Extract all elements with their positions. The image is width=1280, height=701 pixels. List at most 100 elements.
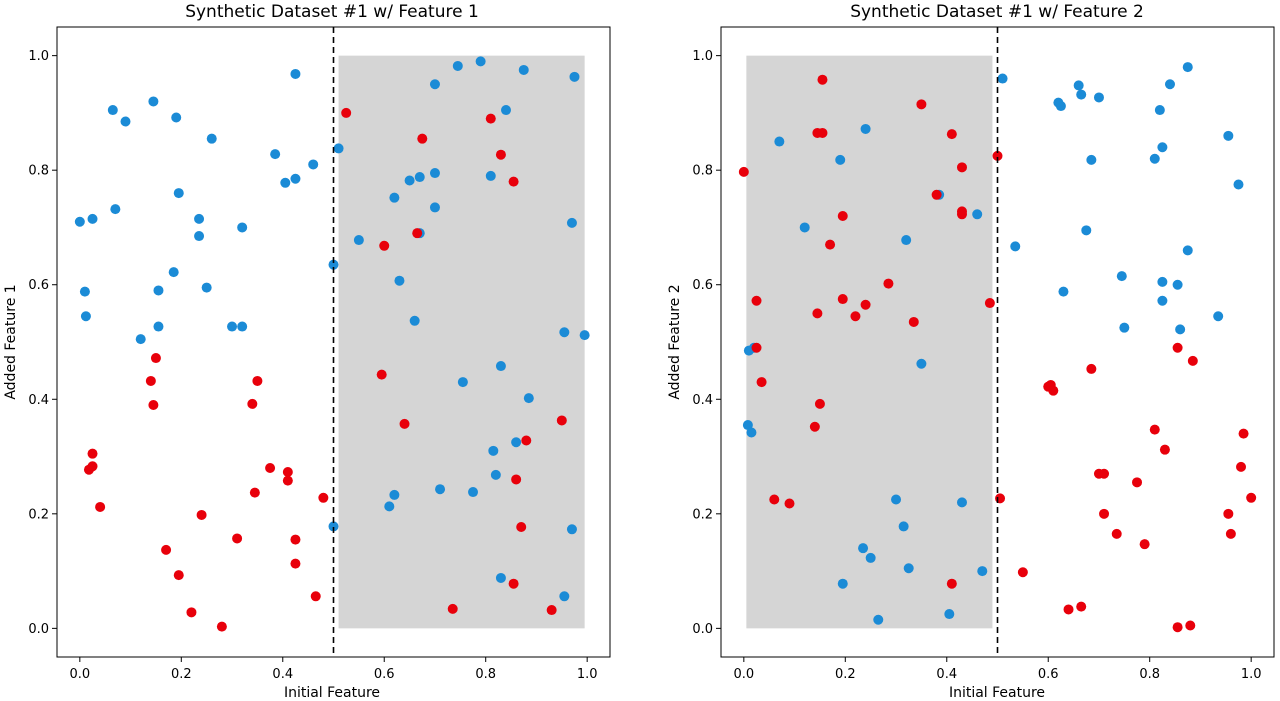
red-point bbox=[318, 492, 329, 503]
y-tick-label: 0.0 bbox=[28, 622, 49, 637]
x-tick-label: 0.0 bbox=[733, 667, 754, 682]
blue-point bbox=[860, 123, 871, 134]
blue-point bbox=[1172, 279, 1183, 290]
y-tick-label: 0.8 bbox=[28, 164, 49, 179]
blue-point bbox=[435, 484, 446, 495]
blue-point bbox=[858, 543, 869, 554]
blue-point bbox=[110, 204, 121, 215]
blue-point bbox=[997, 73, 1008, 84]
red-point bbox=[265, 463, 276, 473]
axes-frame-2 bbox=[720, 26, 1275, 658]
red-point bbox=[376, 369, 387, 380]
x-tick-label: 0.0 bbox=[69, 667, 90, 682]
x-ticks-1: 0.0 0.2 0.4 0.6 0.8 1.0 bbox=[69, 657, 598, 682]
blue-point bbox=[944, 609, 955, 620]
scatter-points-1 bbox=[74, 56, 590, 632]
blue-point bbox=[579, 330, 590, 341]
blue-point bbox=[1058, 286, 1069, 297]
red-point bbox=[150, 353, 161, 364]
blue-point bbox=[1119, 322, 1130, 333]
blue-point bbox=[523, 393, 534, 404]
blue-point bbox=[956, 497, 967, 508]
blue-point bbox=[414, 172, 425, 183]
blue-point bbox=[194, 213, 205, 224]
y-ticks-2: 0.0 0.2 0.4 0.6 0.8 1.0 bbox=[692, 49, 721, 637]
red-point bbox=[87, 448, 98, 459]
blue-point bbox=[429, 202, 440, 213]
blue-point bbox=[743, 345, 754, 356]
y-tick-label: 0.0 bbox=[692, 622, 713, 637]
red-point bbox=[946, 129, 957, 140]
red-point bbox=[908, 316, 919, 327]
red-point bbox=[485, 113, 496, 124]
blue-point bbox=[135, 334, 146, 345]
red-point bbox=[1086, 363, 1097, 374]
blue-point bbox=[1149, 153, 1160, 164]
blue-point bbox=[79, 286, 90, 297]
blue-point bbox=[120, 116, 131, 127]
shaded-band bbox=[746, 55, 993, 629]
blue-point bbox=[1055, 101, 1066, 112]
blue-point bbox=[468, 487, 479, 498]
blue-point bbox=[495, 361, 506, 372]
blue-point bbox=[171, 112, 182, 123]
red-point bbox=[1172, 622, 1183, 633]
red-point bbox=[916, 99, 927, 110]
red-point bbox=[1238, 428, 1249, 439]
blue-point bbox=[80, 311, 91, 322]
blue-point bbox=[429, 168, 440, 179]
blue-point bbox=[384, 501, 395, 512]
red-point bbox=[495, 149, 506, 160]
blue-point bbox=[404, 175, 415, 186]
red-point bbox=[341, 107, 352, 118]
red-point bbox=[508, 578, 519, 589]
blue-point bbox=[389, 192, 400, 203]
red-point bbox=[417, 133, 428, 144]
blue-point bbox=[328, 259, 339, 270]
blue-point bbox=[290, 68, 301, 79]
red-point bbox=[812, 308, 823, 319]
y-tick-label: 0.4 bbox=[692, 393, 713, 408]
blue-point bbox=[201, 282, 212, 293]
blue-point bbox=[490, 469, 501, 480]
blue-point bbox=[865, 552, 876, 563]
red-point bbox=[769, 494, 780, 505]
blue-point bbox=[977, 566, 988, 577]
red-point bbox=[956, 209, 967, 220]
blue-point bbox=[237, 222, 248, 233]
x-tick-label: 0.6 bbox=[1038, 667, 1059, 682]
blue-point bbox=[891, 494, 902, 505]
red-point bbox=[814, 398, 825, 409]
y-tick-label: 0.2 bbox=[692, 507, 713, 522]
x-tick-label: 1.0 bbox=[577, 667, 598, 682]
blue-point bbox=[168, 267, 179, 278]
red-point bbox=[1132, 477, 1143, 488]
x-axis-label-1: Initial Feature bbox=[284, 685, 380, 701]
blue-point bbox=[559, 591, 570, 602]
x-tick-label: 0.8 bbox=[475, 667, 496, 682]
red-point bbox=[249, 487, 260, 498]
blue-point bbox=[898, 521, 909, 532]
red-point bbox=[161, 544, 172, 555]
x-tick-label: 0.8 bbox=[1139, 667, 1160, 682]
red-point bbox=[290, 558, 301, 569]
red-point bbox=[1017, 567, 1028, 578]
red-point bbox=[837, 294, 848, 305]
red-point bbox=[511, 474, 522, 485]
red-point bbox=[984, 298, 995, 309]
blue-point bbox=[394, 275, 405, 286]
blue-point bbox=[1223, 130, 1234, 141]
blue-point bbox=[107, 105, 118, 116]
red-point bbox=[992, 150, 1003, 161]
blue-point bbox=[452, 60, 463, 71]
red-point bbox=[931, 189, 942, 200]
red-point bbox=[1246, 492, 1257, 503]
shaded-region-2 bbox=[746, 55, 993, 629]
blue-point bbox=[1073, 80, 1084, 91]
red-point bbox=[247, 398, 258, 409]
blue-point bbox=[1164, 79, 1175, 90]
blue-point bbox=[1116, 271, 1127, 282]
blue-point bbox=[1010, 241, 1021, 252]
blue-point bbox=[511, 437, 522, 448]
blue-point bbox=[1233, 179, 1244, 190]
